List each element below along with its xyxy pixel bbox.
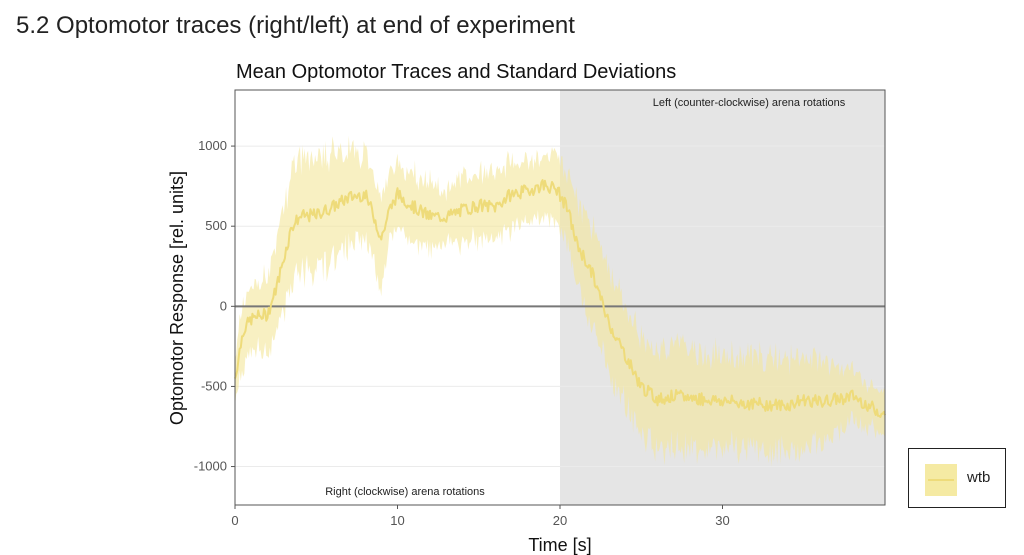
section-title: 5.2 Optomotor traces (right/left) at end…	[16, 12, 575, 39]
legend-key-line	[928, 479, 954, 481]
sd-band-layer	[235, 135, 885, 467]
y-axis-ticks: -1000 -500 0 500 1000	[194, 138, 235, 474]
chart-title: Mean Optomotor Traces and Standard Devia…	[236, 61, 676, 83]
legend: wtb	[908, 448, 1006, 508]
y-tick-label: 1000	[198, 138, 227, 153]
y-tick-label: 0	[220, 298, 227, 313]
mean-line-layer	[234, 179, 886, 418]
annotation-right-rotations: Right (clockwise) arena rotations	[325, 486, 485, 498]
y-tick-label: -500	[201, 378, 227, 393]
y-axis-label: Optomotor Response [rel. units]	[167, 171, 187, 425]
x-tick-label: 0	[231, 513, 238, 528]
x-axis-label: Time [s]	[528, 535, 591, 555]
legend-key-wtb	[925, 464, 957, 496]
annotation-left-rotations: Left (counter-clockwise) arena rotations	[653, 97, 846, 109]
legend-label-wtb: wtb	[967, 469, 991, 486]
x-tick-label: 10	[390, 513, 404, 528]
y-tick-label: -1000	[194, 459, 227, 474]
x-tick-label: 30	[715, 513, 729, 528]
x-axis-ticks: 0 10 20 30	[231, 505, 730, 528]
mean-line-wtb	[234, 179, 886, 418]
y-tick-label: 500	[205, 218, 227, 233]
x-tick-label: 20	[553, 513, 567, 528]
sd-band-wtb	[235, 135, 885, 467]
